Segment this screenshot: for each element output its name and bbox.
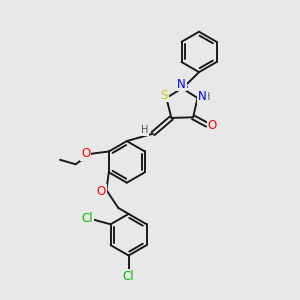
Text: Cl: Cl — [81, 212, 93, 225]
Text: O: O — [96, 185, 106, 198]
Text: H: H — [203, 92, 211, 101]
Text: N: N — [177, 77, 186, 91]
Text: Cl: Cl — [123, 270, 134, 283]
Text: O: O — [208, 119, 217, 132]
Text: N: N — [198, 90, 207, 103]
Text: S: S — [160, 88, 168, 101]
Text: H: H — [141, 125, 148, 135]
Text: O: O — [81, 147, 91, 161]
